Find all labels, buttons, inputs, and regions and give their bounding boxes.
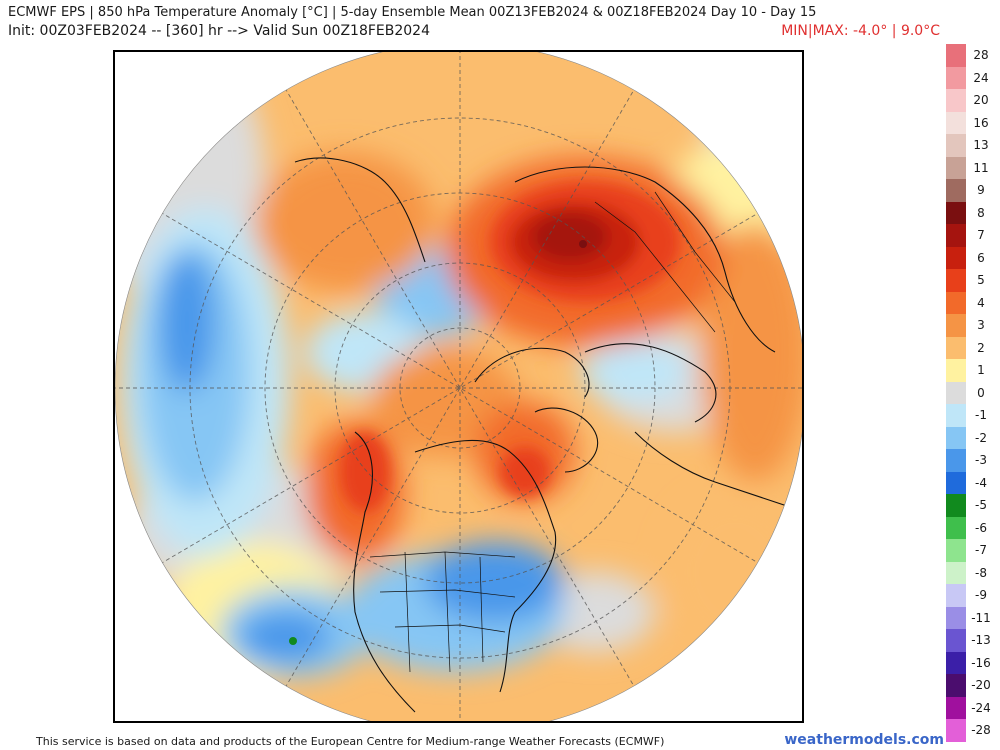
colorbar-label: -11 — [971, 610, 991, 625]
colorbar-swatch — [946, 314, 966, 337]
colorbar-swatch — [946, 201, 966, 225]
colorbar-swatch — [946, 471, 966, 495]
coastlines — [294, 157, 802, 713]
colorbar-swatch — [946, 224, 966, 247]
colorbar-label: 6 — [977, 250, 985, 265]
colorbar-swatch — [946, 44, 966, 67]
colorbar-swatch — [946, 651, 966, 675]
anomaly-field — [115, 52, 802, 721]
colorbar-swatch — [946, 561, 966, 585]
colorbar-label: -3 — [975, 453, 987, 467]
colorbar-label: -16 — [971, 655, 991, 670]
colorbar-label: -5 — [975, 498, 987, 512]
max-marker — [579, 240, 587, 248]
colorbar-swatch — [946, 359, 966, 382]
min-marker — [289, 637, 297, 645]
colorbar-label: 5 — [977, 273, 985, 287]
colorbar-label: 7 — [977, 228, 985, 242]
colorbar-label: 28 — [973, 48, 989, 62]
colorbar-swatch — [946, 584, 966, 607]
colorbar-swatch — [946, 381, 966, 405]
colorbar-label: -7 — [975, 543, 987, 557]
colorbar-swatch — [946, 246, 966, 270]
init-valid-line: Init: 00Z03FEB2024 -- [360] hr --> Valid… — [8, 23, 430, 39]
colorbar-swatch — [946, 66, 966, 90]
colorbar-label: 13 — [973, 138, 989, 152]
colorbar-label: 0 — [977, 385, 985, 400]
colorbar-swatch — [946, 719, 966, 742]
colorbar-swatch — [946, 89, 966, 112]
colorbar-label: -2 — [975, 430, 987, 445]
colorbar-swatch — [946, 134, 966, 157]
colorbar-swatch — [946, 156, 966, 180]
colorbar-label: 2 — [977, 340, 985, 355]
colorbar-label: -20 — [971, 678, 991, 692]
colorbar-label: 3 — [977, 318, 985, 332]
colorbar-label: 8 — [977, 205, 985, 220]
colorbar-label: -24 — [971, 700, 991, 715]
ecmwf-credit: This service is based on data and produc… — [36, 735, 665, 748]
min-max-readout: MIN|MAX: -4.0° | 9.0°C — [781, 23, 940, 39]
colorbar-label: 24 — [973, 70, 989, 85]
borders — [369, 191, 736, 673]
colorbar-label: -1 — [975, 408, 987, 422]
colorbar-swatch — [946, 111, 966, 135]
chart-title: ECMWF EPS | 850 hPa Temperature Anomaly … — [8, 5, 817, 20]
colorbar-swatch — [946, 291, 966, 315]
colorbar-swatch — [946, 516, 966, 540]
colorbar-swatch — [946, 494, 966, 517]
colorbar-swatch — [946, 336, 966, 360]
graticule — [115, 52, 802, 721]
colorbar-label: -6 — [975, 520, 987, 535]
colorbar-swatch — [946, 629, 966, 652]
colorbar-swatch — [946, 404, 966, 427]
colorbar-swatch — [946, 269, 966, 292]
colorbar-label: 4 — [977, 295, 985, 310]
polar-stereographic-map — [113, 50, 804, 723]
colorbar-label: -4 — [975, 475, 987, 490]
colorbar-label: -8 — [975, 565, 987, 580]
colorbar-swatch — [946, 606, 966, 630]
colorbar-swatch — [946, 426, 966, 450]
colorbar-swatch — [946, 179, 966, 202]
colorbar-label: 9 — [977, 183, 985, 197]
colorbar-swatch — [946, 696, 966, 720]
colorbar-label: 16 — [973, 115, 989, 130]
colorbar-swatch — [946, 449, 966, 472]
colorbar-label: 20 — [973, 93, 989, 107]
colorbar-label: -9 — [975, 588, 987, 602]
colorbar-label: 1 — [977, 363, 985, 377]
colorbar-label: -28 — [971, 723, 991, 737]
brand-link[interactable]: weathermodels.com — [784, 732, 944, 748]
colorbar-label: 11 — [973, 160, 989, 175]
colorbar-swatch — [946, 674, 966, 697]
colorbar-label: -13 — [971, 633, 991, 647]
anomaly-map-svg — [115, 52, 802, 721]
colorbar-swatch — [946, 539, 966, 562]
